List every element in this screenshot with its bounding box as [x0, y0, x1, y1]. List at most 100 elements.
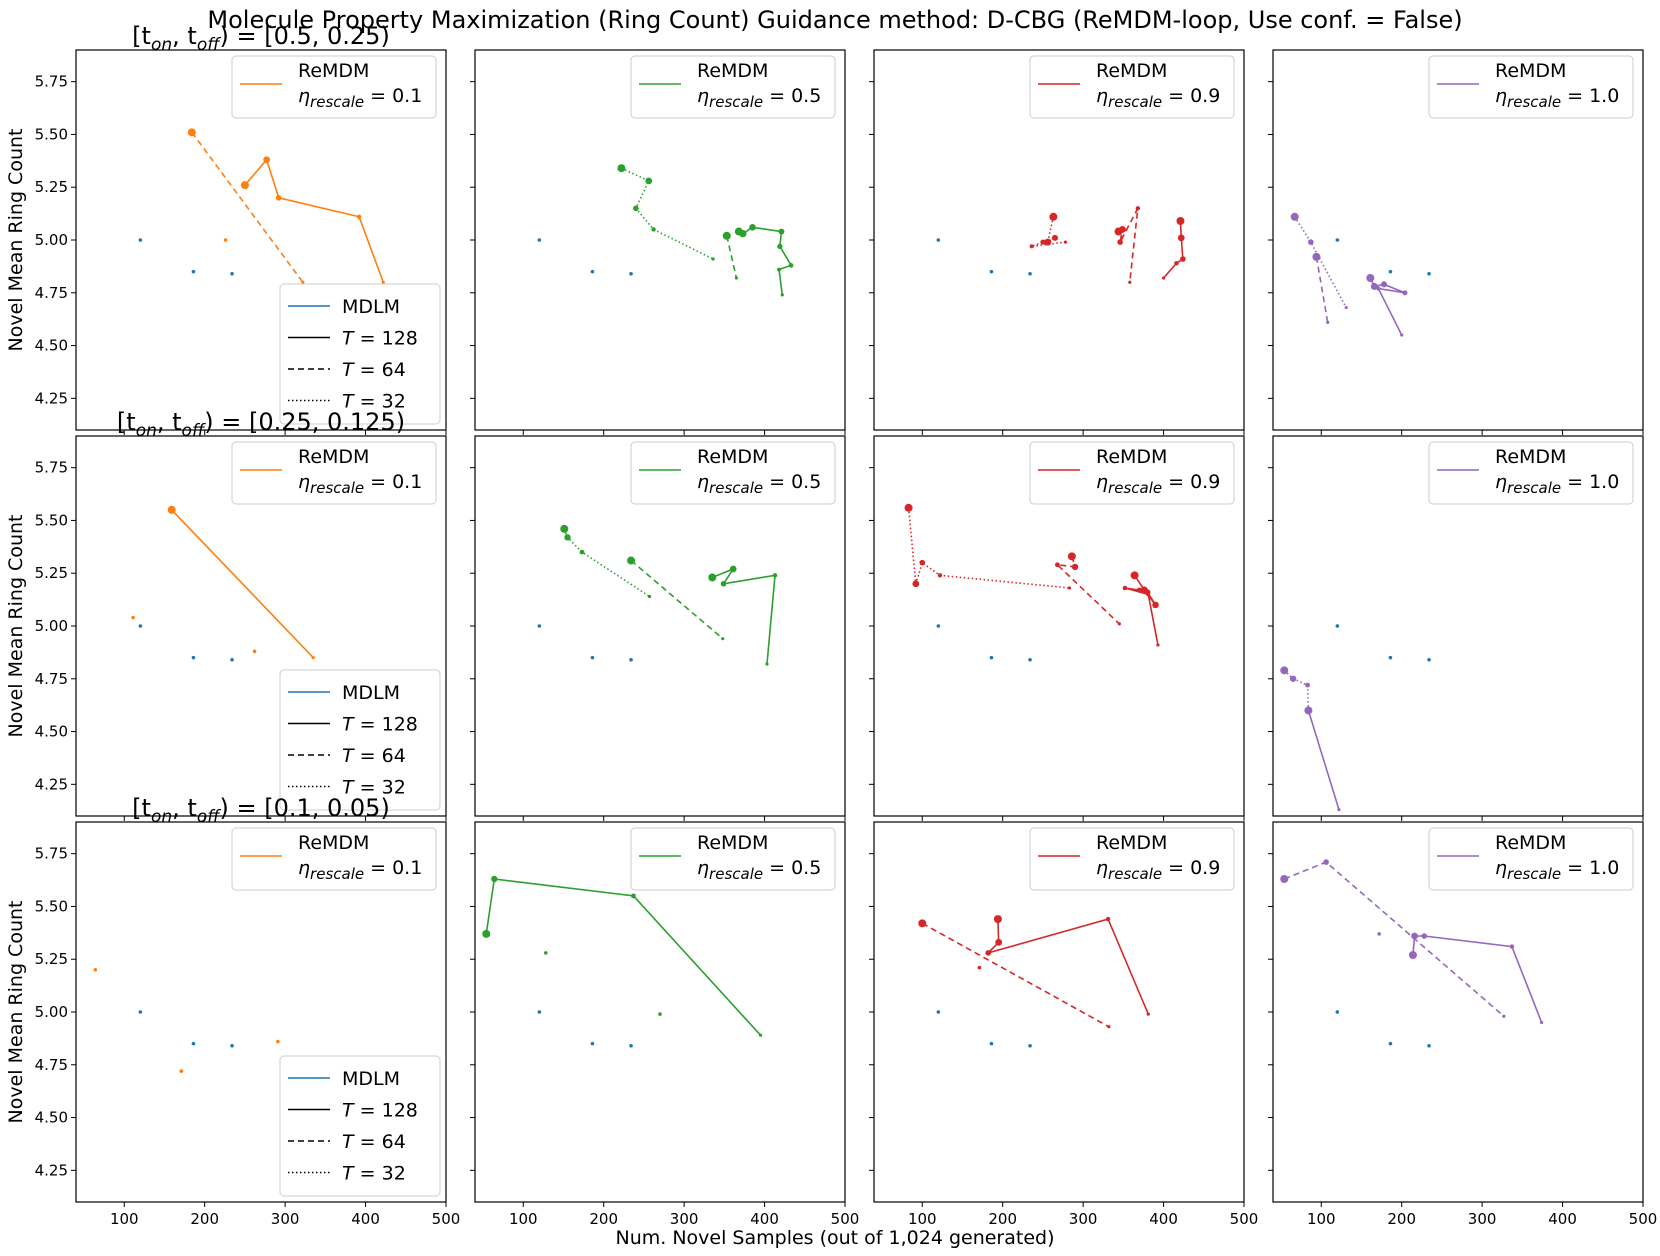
series-point-T64 — [1107, 1025, 1111, 1029]
y-tick-label: 4.75 — [35, 670, 68, 688]
series-point-T128 — [631, 893, 636, 899]
legend-style-label: T = 64 — [342, 359, 406, 381]
series-point-T128 — [777, 267, 781, 272]
series-point-T128 — [1156, 643, 1160, 647]
series-point-T32 — [1377, 932, 1381, 936]
y-tick-label: 5.00 — [35, 617, 68, 635]
subplot-r0-c2: ReMDM ηrescale = 0.9 — [869, 49, 1245, 435]
legend-remdm-label: ReMDM — [298, 446, 369, 468]
legend-box — [279, 1055, 441, 1197]
series-point-T128 — [1370, 282, 1378, 290]
mdlm-point — [989, 655, 994, 660]
legend-box — [1428, 827, 1634, 891]
series-point-T128 — [1376, 286, 1381, 291]
series-point-T128 — [985, 950, 992, 956]
legend-remdm-label: ReMDM — [1096, 832, 1167, 854]
series-point-T128 — [491, 875, 498, 883]
x-tick-label: 500 — [432, 1210, 461, 1228]
mdlm-point — [1427, 657, 1431, 662]
mdlm-point — [629, 271, 633, 276]
series-line-T32 — [1283, 669, 1310, 711]
series-point-T64 — [1054, 562, 1060, 568]
mdlm-point — [138, 624, 143, 628]
y-axis-label: Novel Mean Ring Count — [5, 129, 27, 352]
mdlm-point — [191, 655, 196, 660]
legend-remdm-label: ReMDM — [1495, 832, 1566, 854]
series-point-T128 — [381, 280, 385, 284]
series-point-T64 — [734, 276, 739, 280]
mdlm-point — [1335, 624, 1340, 628]
mdlm-point — [230, 657, 234, 662]
series-point-T32 — [937, 573, 943, 578]
series-line-T32 — [1294, 216, 1347, 308]
series-line-T64 — [1315, 256, 1329, 323]
mdlm-point — [1028, 271, 1032, 276]
legend-remdm-label: ReMDM — [697, 60, 768, 82]
mdlm-point — [537, 238, 542, 242]
series-point-T64 — [1119, 226, 1126, 233]
series-point-T32 — [1305, 682, 1310, 688]
y-tick-label: 5.00 — [35, 231, 68, 249]
mdlm-point — [936, 624, 941, 628]
mdlm-point — [230, 271, 234, 276]
series-point-T32 — [977, 965, 982, 970]
style-legend: MDLM T = 128 T = 64 T = 32 — [279, 283, 441, 425]
series-line-T128 — [985, 918, 1150, 1015]
series-point-T128 — [1146, 592, 1151, 597]
mdlm-point — [1388, 1041, 1393, 1046]
remdm-legend: ReMDM ηrescale = 0.9 — [1029, 827, 1235, 891]
series-line-T128 — [738, 226, 793, 295]
style-legend: MDLM T = 128 T = 64 T = 32 — [279, 1055, 441, 1197]
y-tick-label: 5.75 — [35, 459, 68, 477]
series-point-T128 — [1380, 281, 1388, 288]
x-tick-label: 400 — [750, 1210, 779, 1228]
legend-style-label: T = 64 — [342, 745, 406, 767]
legend-style-label: T = 128 — [342, 1100, 418, 1122]
series-line-T64 — [191, 131, 304, 283]
y-tick-label: 5.00 — [35, 1003, 68, 1021]
series-point-T128 — [772, 573, 778, 578]
series-point-T32 — [647, 594, 652, 599]
series-line-T64 — [1118, 207, 1139, 283]
y-tick-label: 5.50 — [35, 511, 68, 529]
series-line-T128 — [1412, 935, 1543, 1023]
y-tick-label: 5.75 — [35, 73, 68, 91]
series-point-T32 — [617, 164, 626, 173]
y-tick-label: 5.25 — [35, 950, 68, 968]
y-tick-label: 4.50 — [35, 1109, 68, 1127]
series-point-T128 — [758, 1033, 763, 1037]
series-point-T128 — [1130, 571, 1139, 580]
series-point-T128 — [1337, 808, 1341, 812]
legend-style-label: T = 64 — [342, 1131, 406, 1153]
legend-box — [279, 283, 441, 425]
y-tick-label: 4.50 — [35, 723, 68, 741]
series-point-T32 — [579, 549, 585, 555]
subplot-r0-c3: ReMDM ηrescale = 1.0 — [1268, 49, 1644, 435]
series-line-T64 — [1055, 556, 1120, 625]
series-point-T128 — [1408, 951, 1417, 959]
remdm-legend: ReMDM ηrescale = 0.9 — [1029, 55, 1235, 119]
remdm-legend: ReMDM ηrescale = 0.5 — [630, 827, 836, 891]
x-tick-label: 400 — [1149, 1210, 1178, 1228]
series-point-T128 — [482, 929, 491, 938]
x-tick-label: 400 — [1548, 1210, 1577, 1228]
x-tick-label: 200 — [1387, 1210, 1416, 1228]
series-point-T128 — [1177, 234, 1185, 242]
series-point-T32 — [1063, 240, 1068, 244]
series-point-T128 — [1509, 944, 1515, 949]
series-point-T32 — [564, 534, 571, 541]
mdlm-point — [936, 1010, 941, 1014]
series-line-T128 — [1162, 220, 1184, 279]
row-title: [ton, toff) = [0.25, 0.125) — [117, 408, 405, 441]
legend-eta-label: ηrescale = 1.0 — [1495, 857, 1619, 883]
mdlm-point — [1427, 271, 1431, 276]
remdm-legend: ReMDM ηrescale = 1.0 — [1428, 441, 1634, 505]
remdm-legend: ReMDM ηrescale = 1.0 — [1428, 55, 1634, 119]
series-line-T32 — [621, 167, 714, 260]
series-point-T64 — [1117, 239, 1123, 245]
series-point-T128 — [1146, 1012, 1150, 1016]
y-axis-label: Novel Mean Ring Count — [5, 515, 27, 738]
series-point-T32 — [711, 257, 715, 261]
x-tick-label: 300 — [1069, 1210, 1098, 1228]
